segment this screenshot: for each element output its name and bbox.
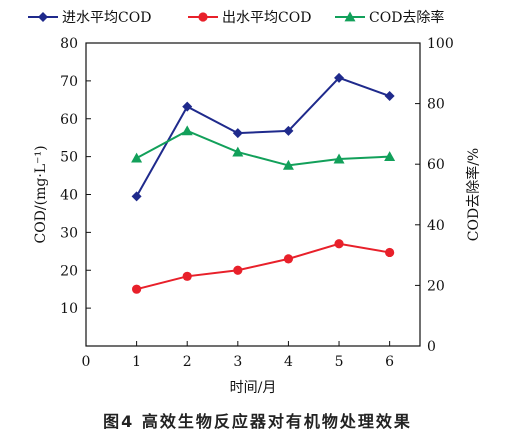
x-tick-label: 5 xyxy=(335,354,344,370)
legend-entry-2: COD去除率 xyxy=(335,9,444,26)
data-point xyxy=(385,247,395,258)
y-right-tick-label: 80 xyxy=(427,97,445,113)
legend-label: 进水平均COD xyxy=(62,10,151,26)
data-point xyxy=(232,146,244,157)
series-line xyxy=(136,242,390,291)
y-right-axis-title: COD去除率/% xyxy=(465,148,482,241)
legend-entry-0: 进水平均COD xyxy=(28,10,151,26)
legend-entry-1: 出水平均COD xyxy=(188,10,311,26)
series-line xyxy=(135,76,390,197)
data-point xyxy=(384,91,395,102)
y-left-tick-label: 70 xyxy=(60,74,78,90)
y-left-axis-title: COD/(mg·L⁻¹) xyxy=(33,145,49,243)
legend-swatch-marker xyxy=(198,12,208,22)
data-point xyxy=(334,72,345,83)
series-layer xyxy=(131,72,396,294)
chart: 进水平均COD 出水平均COD COD去除率 0 1 2 3 4 5 6 10 20 30 40 50 60… xyxy=(28,9,482,396)
data-point xyxy=(182,101,193,112)
series-1 xyxy=(132,239,395,294)
legend-label: COD去除率 xyxy=(369,9,444,26)
x-tick-label: 2 xyxy=(183,354,192,370)
y-left-tick-label: 60 xyxy=(60,112,78,128)
series-line xyxy=(136,129,390,167)
x-axis-title: 时间/月 xyxy=(230,380,277,396)
y-left-tick-label: 10 xyxy=(60,301,78,317)
y-left-tick-label: 80 xyxy=(60,36,78,52)
data-point xyxy=(282,159,294,170)
y-right-tick-label: 60 xyxy=(427,157,445,173)
figure-caption: 图4 高效生物反应器对有机物处理效果 xyxy=(103,412,412,431)
x-tick-label: 1 xyxy=(132,354,141,370)
y-right-tick-label: 100 xyxy=(427,36,454,52)
x-tick-label: 3 xyxy=(233,354,242,370)
data-point xyxy=(132,284,142,294)
series-0 xyxy=(131,72,395,202)
y-right-tick-label: 40 xyxy=(427,218,445,234)
data-point xyxy=(131,152,143,163)
series-2 xyxy=(131,125,396,170)
data-point xyxy=(233,265,243,275)
legend-swatch-marker xyxy=(344,11,356,22)
data-point xyxy=(131,191,142,202)
x-tick-label: 6 xyxy=(385,354,394,370)
data-point xyxy=(384,151,396,162)
x-tick-label: 4 xyxy=(284,354,293,370)
data-point xyxy=(334,239,344,249)
y-left-tick-label: 40 xyxy=(60,188,78,204)
legend-label: 出水平均COD xyxy=(222,10,311,26)
data-point xyxy=(283,125,294,136)
data-point xyxy=(333,153,345,164)
axes: 0 1 2 3 4 5 6 10 20 30 40 50 60 70 80 0 20 40 60 80 100 时间/月 C… xyxy=(33,36,482,396)
x-tick-label: 0 xyxy=(82,354,91,370)
data-point xyxy=(283,254,294,264)
y-left-tick-label: 30 xyxy=(60,225,78,241)
y-right-tick-label: 0 xyxy=(427,339,436,355)
y-left-tick-label: 20 xyxy=(60,263,78,279)
data-point xyxy=(181,125,193,136)
legend-swatch-marker xyxy=(38,12,48,22)
data-point xyxy=(182,271,192,281)
legend: 进水平均COD 出水平均COD COD去除率 xyxy=(28,9,444,26)
data-point xyxy=(232,128,243,139)
y-right-tick-label: 20 xyxy=(427,278,445,294)
y-left-tick-label: 50 xyxy=(60,150,78,166)
